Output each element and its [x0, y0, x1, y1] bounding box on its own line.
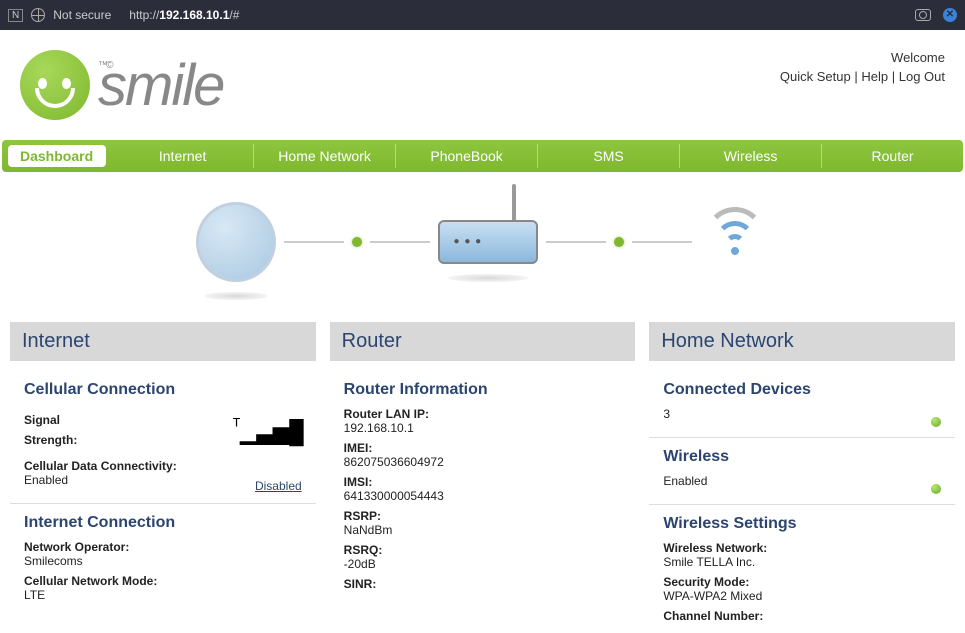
field-label: Network Operator: — [24, 540, 302, 554]
connection-line — [370, 241, 430, 243]
signal-strength-icon: ▁▃▅█ — [231, 417, 302, 447]
field-value: NaNdBm — [344, 523, 622, 537]
field-value: WPA-WPA2 Mixed — [663, 589, 941, 603]
section-heading: Wireless Settings — [663, 515, 941, 533]
nav-home-network[interactable]: Home Network — [254, 144, 396, 168]
field-value: Enabled — [24, 473, 177, 487]
header-links: Welcome Quick Setup | Help | Log Out — [780, 50, 945, 84]
extension-icon[interactable]: ✕ — [943, 8, 957, 22]
field-label: Wireless Network: — [663, 541, 941, 555]
field-label: Cellular Data Connectivity: — [24, 459, 177, 473]
logo-face-icon — [20, 50, 90, 120]
wireless-status: Enabled — [663, 474, 707, 488]
field-value: -20dB — [344, 557, 622, 571]
section-heading: Wireless — [663, 448, 941, 466]
security-status: Not secure — [53, 8, 111, 22]
welcome-text: Welcome — [780, 50, 945, 65]
nav-internet[interactable]: Internet — [112, 144, 254, 168]
device-count: 3 — [663, 407, 670, 421]
section-heading: Router Information — [344, 381, 622, 399]
internet-panel: Internet Cellular Connection Signal Stre… — [10, 322, 316, 633]
status-dot-icon — [352, 237, 362, 247]
nav-sms[interactable]: SMS — [538, 144, 680, 168]
field-label: SINR: — [344, 577, 622, 591]
connection-line — [284, 241, 344, 243]
field-label: Signal — [24, 413, 77, 427]
router-icon — [438, 220, 538, 264]
status-dot-icon — [931, 417, 941, 427]
network-diagram — [0, 172, 965, 302]
panel-title: Internet — [10, 322, 316, 361]
field-label: Strength: — [24, 433, 77, 447]
logo-text: ™©smile — [98, 52, 223, 119]
field-label: Channel Number: — [663, 609, 941, 623]
connection-line — [546, 241, 606, 243]
field-label: Security Mode: — [663, 575, 941, 589]
section-heading: Connected Devices — [663, 381, 811, 399]
field-value: 862075036604972 — [344, 455, 622, 469]
browser-address-bar: N Not secure http://192.168.10.1/# ✕ — [0, 0, 965, 30]
panel-title: Home Network — [649, 322, 955, 361]
internet-globe-icon — [196, 202, 276, 282]
field-label: RSRQ: — [344, 543, 622, 557]
field-label: RSRP: — [344, 509, 622, 523]
field-label: IMEI: — [344, 441, 622, 455]
dashboard-panels: Internet Cellular Connection Signal Stre… — [0, 302, 965, 633]
logo: ™©smile — [20, 50, 223, 120]
connection-line — [632, 241, 692, 243]
nav-dashboard[interactable]: Dashboard — [8, 145, 106, 167]
status-dot-icon — [931, 484, 941, 494]
main-nav: Dashboard Internet Home Network PhoneBoo… — [2, 140, 963, 172]
field-label: Router LAN IP: — [344, 407, 622, 421]
field-value: 192.168.10.1 — [344, 421, 622, 435]
section-heading: Cellular Connection — [24, 381, 302, 399]
page-header: ™©smile Welcome Quick Setup | Help | Log… — [0, 30, 965, 140]
field-value: LTE — [24, 588, 302, 602]
panel-title: Router — [330, 322, 636, 361]
url-display[interactable]: http://192.168.10.1/# — [129, 8, 239, 22]
nav-phonebook[interactable]: PhoneBook — [396, 144, 538, 168]
wifi-icon — [700, 207, 770, 277]
router-panel: Router Router Information Router LAN IP:… — [330, 322, 636, 633]
section-heading: Internet Connection — [24, 514, 302, 532]
logout-link[interactable]: Log Out — [899, 69, 945, 84]
nav-wireless[interactable]: Wireless — [680, 144, 822, 168]
field-value: Smile TELLA Inc. — [663, 555, 941, 569]
field-label: Cellular Network Mode: — [24, 574, 302, 588]
camera-icon[interactable] — [915, 9, 931, 21]
help-link[interactable]: Help — [861, 69, 888, 84]
quick-setup-link[interactable]: Quick Setup — [780, 69, 851, 84]
field-value: Smilecoms — [24, 554, 302, 568]
field-value: 641330000054443 — [344, 489, 622, 503]
tab-indicator: N — [8, 9, 23, 22]
disable-link[interactable]: Disabled — [255, 479, 302, 493]
globe-icon — [31, 8, 45, 22]
nav-router[interactable]: Router — [822, 144, 963, 168]
field-label: IMSI: — [344, 475, 622, 489]
status-dot-icon — [614, 237, 624, 247]
home-network-panel: Home Network Connected Devices 3 Wireles… — [649, 322, 955, 633]
